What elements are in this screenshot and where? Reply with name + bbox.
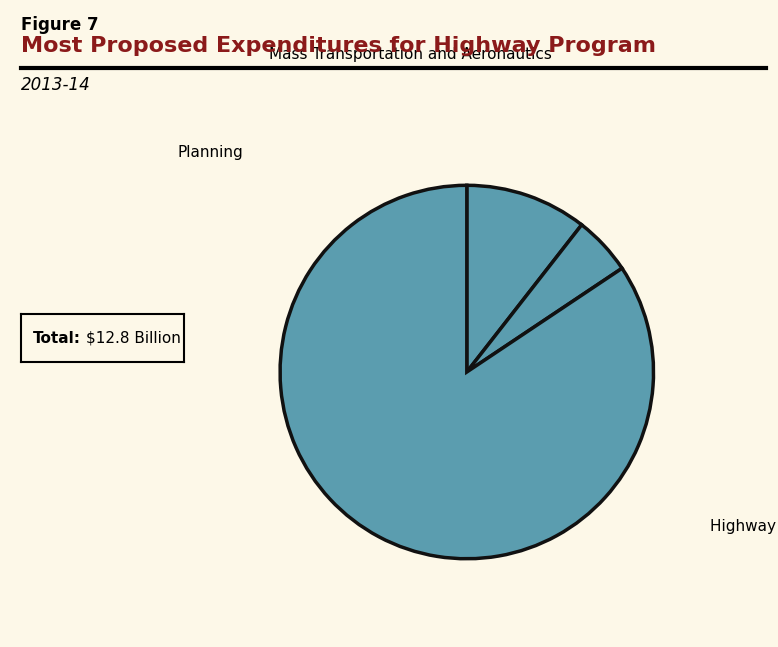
Text: Mass Transportation and Aeronautics: Mass Transportation and Aeronautics [269, 47, 552, 62]
Wedge shape [280, 185, 654, 559]
Wedge shape [467, 185, 582, 372]
Text: Figure 7: Figure 7 [21, 16, 99, 34]
Text: Most Proposed Expenditures for Highway Program: Most Proposed Expenditures for Highway P… [21, 36, 656, 56]
Text: $12.8 Billion: $12.8 Billion [86, 331, 181, 345]
Text: 2013-14: 2013-14 [21, 76, 91, 94]
Text: Planning: Planning [177, 145, 243, 160]
Wedge shape [467, 225, 622, 372]
Text: Total:: Total: [33, 331, 80, 345]
Text: Highway Program: Highway Program [710, 518, 778, 534]
